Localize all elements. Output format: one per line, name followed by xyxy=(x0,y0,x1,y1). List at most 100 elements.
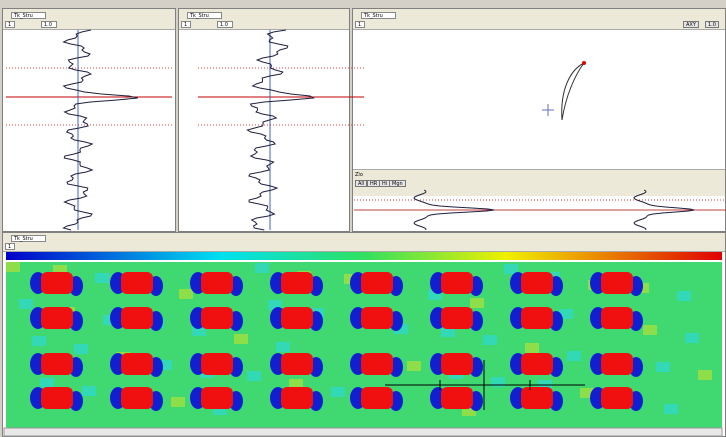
toolbar: Tk_Stru 1 1.0 xyxy=(179,9,349,30)
trace xyxy=(62,29,138,231)
field[interactable]: 1.0 xyxy=(217,21,233,28)
title-field[interactable]: Tk_Stru xyxy=(361,12,396,19)
blob-high xyxy=(281,353,313,375)
heatmap-patch xyxy=(32,336,46,346)
blob-high xyxy=(521,307,553,329)
blob-high xyxy=(121,353,153,375)
heatmap-patch xyxy=(171,397,185,407)
field[interactable]: 1 xyxy=(5,243,15,250)
blob-high xyxy=(201,307,233,329)
heatmap-patch xyxy=(268,300,282,310)
blob-high xyxy=(441,353,473,375)
trace-window: Tk_Stru 1 1.0 xyxy=(2,8,176,232)
heatmap-patch xyxy=(276,342,290,352)
heatmap-patch xyxy=(470,298,484,308)
field[interactable]: 1 xyxy=(5,21,15,28)
heatmap-patch xyxy=(664,404,678,414)
button[interactable]: 1.0 xyxy=(705,21,719,28)
heatmap-patch xyxy=(103,315,117,325)
heatmap-patch xyxy=(6,262,20,272)
field[interactable]: 1 xyxy=(181,21,191,28)
heatmap-patch xyxy=(213,405,227,415)
title-field[interactable]: Tk_Stru xyxy=(11,12,46,19)
blob-high xyxy=(361,353,393,375)
heatmap-patch xyxy=(407,361,421,371)
title-field[interactable]: Tk_Stru xyxy=(11,235,46,242)
crosshair xyxy=(385,360,585,410)
blob-high xyxy=(121,272,153,294)
blob-high xyxy=(521,387,553,409)
blob-high xyxy=(41,353,73,375)
heatmap-patch xyxy=(289,379,303,389)
heatmap-patch xyxy=(234,334,248,344)
heatmap-patch xyxy=(559,309,573,319)
toolbar: Tk_Stru 1 1.0 xyxy=(3,9,175,30)
subpanel-toolbar: Zlo All HR Hi Mgn xyxy=(353,169,725,196)
heatmap-patch xyxy=(19,299,33,309)
trace-window: Tk_Stru 1 1.0 xyxy=(178,8,350,232)
button[interactable]: AXY xyxy=(683,21,699,28)
heatmap-patch xyxy=(394,324,408,334)
blob-high xyxy=(41,272,73,294)
blob-high xyxy=(41,307,73,329)
heatmap-patch xyxy=(53,265,67,275)
blob-high xyxy=(601,353,633,375)
crossplot-window: Tk_Stru 1 AXY 1.0 Zlo All HR Hi Mgn xyxy=(352,8,726,232)
toolbar: Tk_Stru 1 xyxy=(3,233,725,252)
heatmap-patch xyxy=(685,333,699,343)
heatmap-patch xyxy=(504,264,518,274)
field[interactable]: 1.0 xyxy=(41,21,57,28)
colorbar xyxy=(6,252,722,260)
blob-high xyxy=(281,307,313,329)
blob-high xyxy=(41,387,73,409)
trace xyxy=(246,29,315,231)
heatmap-patch xyxy=(192,326,206,336)
blob-high xyxy=(521,272,553,294)
heatmap-patch xyxy=(656,362,670,372)
heatmap-patch xyxy=(82,386,96,396)
heatmap-patch xyxy=(74,344,88,354)
blob-high xyxy=(441,387,473,409)
heatmap-patch xyxy=(643,325,657,335)
blob-high xyxy=(121,307,153,329)
blob-high xyxy=(601,272,633,294)
blob-high xyxy=(441,307,473,329)
trace xyxy=(633,189,695,231)
toolbar: Tk_Stru 1 AXY 1.0 xyxy=(353,9,725,30)
button[interactable]: Mgn xyxy=(389,180,406,187)
subpanel-title: Zlo xyxy=(355,172,363,178)
heatmap-patch xyxy=(158,360,172,370)
blob-high xyxy=(201,272,233,294)
heatmap-patch xyxy=(491,377,505,387)
heatmap-patch xyxy=(247,371,261,381)
field[interactable]: 1 xyxy=(355,21,365,28)
blob-high xyxy=(361,387,393,409)
heatmap-patch xyxy=(95,273,109,283)
blob-high xyxy=(201,353,233,375)
heatmap-patch xyxy=(698,370,712,380)
heatmap-patch xyxy=(580,388,594,398)
blob-high xyxy=(601,307,633,329)
title-field[interactable]: Tk_Stru xyxy=(187,12,222,19)
heatmap-patch xyxy=(179,289,193,299)
blob-high xyxy=(121,387,153,409)
heatmap-patch xyxy=(441,327,455,337)
trace xyxy=(413,189,495,231)
heatmap-patch xyxy=(331,387,345,397)
blob-high xyxy=(361,272,393,294)
heatmap-patch xyxy=(255,263,269,273)
button[interactable]: All xyxy=(355,180,368,187)
blob-high xyxy=(521,353,553,375)
blob-high xyxy=(201,387,233,409)
blob-high xyxy=(281,387,313,409)
heatmap-patch xyxy=(677,291,691,301)
cursor xyxy=(542,104,554,116)
heatmap-patch xyxy=(483,335,497,345)
crossplot-point xyxy=(582,61,586,65)
heatmap-patch xyxy=(428,290,442,300)
scrollbar xyxy=(3,427,723,437)
heatmap-patch xyxy=(462,406,476,416)
heatmap-patch xyxy=(40,378,54,388)
